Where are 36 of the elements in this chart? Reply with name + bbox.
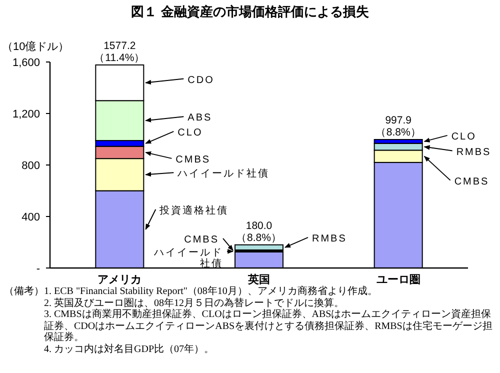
text: （備考） xyxy=(4,286,44,299)
total-label: 180.0 （8.8%） xyxy=(236,220,282,244)
legend-label: CLO xyxy=(178,127,203,138)
y-tick-label: 1,200 xyxy=(12,108,40,120)
total-label: 1577.2 （11.4%） xyxy=(94,40,146,64)
annotation: ハイイールド社債 xyxy=(145,168,270,180)
legend-label: CMBS xyxy=(176,154,211,166)
chart-title: 図１ 金融資産の市場価格評価による損失 xyxy=(131,4,370,19)
legend-label: ハイイールド社債 xyxy=(176,168,270,180)
x-tick-label: 英国 xyxy=(247,273,270,286)
legend-label: CDO xyxy=(188,74,214,86)
text: 3. CMBSは商業用不動産担保証券、CLOはローン担保証券、ABSはホームエクイティローン資産担保証券、CDOはホームエクイティローンABSを裏付けとする債務担保証券、RMBSは住宅モーゲージ担保証券。 xyxy=(44,309,494,344)
y-tick-label: 1,600 xyxy=(12,57,40,69)
annotation: ハイイールド社債 xyxy=(154,247,234,270)
annotation: RMBS xyxy=(424,145,492,158)
annotation: CMBS xyxy=(145,151,211,166)
series-label: 投資適格社債 xyxy=(158,204,229,216)
legend-label: RMBS xyxy=(312,233,347,244)
y-axis-title: （10億ドル） xyxy=(2,40,70,53)
text: 4. カッコ内は対名目GDP比（07年）。 xyxy=(44,344,216,355)
total-label: 997.9 （8.8%） xyxy=(375,114,422,139)
x-tick-label: アメリカ xyxy=(98,274,142,286)
annotation: RMBS xyxy=(284,233,347,248)
annotation: CDO xyxy=(145,74,214,86)
y-tick-label: 800 xyxy=(22,160,40,172)
annotation: CMBS xyxy=(424,156,490,188)
y-tick-label: - xyxy=(36,263,40,275)
x-tick-label: ユーロ圏 xyxy=(376,274,420,286)
y-tick-label: 400 xyxy=(22,212,40,224)
text: 2. 英国及びユーロ圏は、08年12月５日の為替レートでドルに換算。 xyxy=(44,298,345,308)
legend-label: ABS xyxy=(188,112,212,124)
annotation: 投資適格社債 xyxy=(145,205,229,230)
text: 1. ECB "Financial Stability Report"（08年10月）、アメリカ商務省より作成。 xyxy=(44,286,378,298)
annotation: CLO xyxy=(424,131,476,142)
annotation: CLO xyxy=(145,127,203,144)
annotation: ABS xyxy=(145,112,212,124)
